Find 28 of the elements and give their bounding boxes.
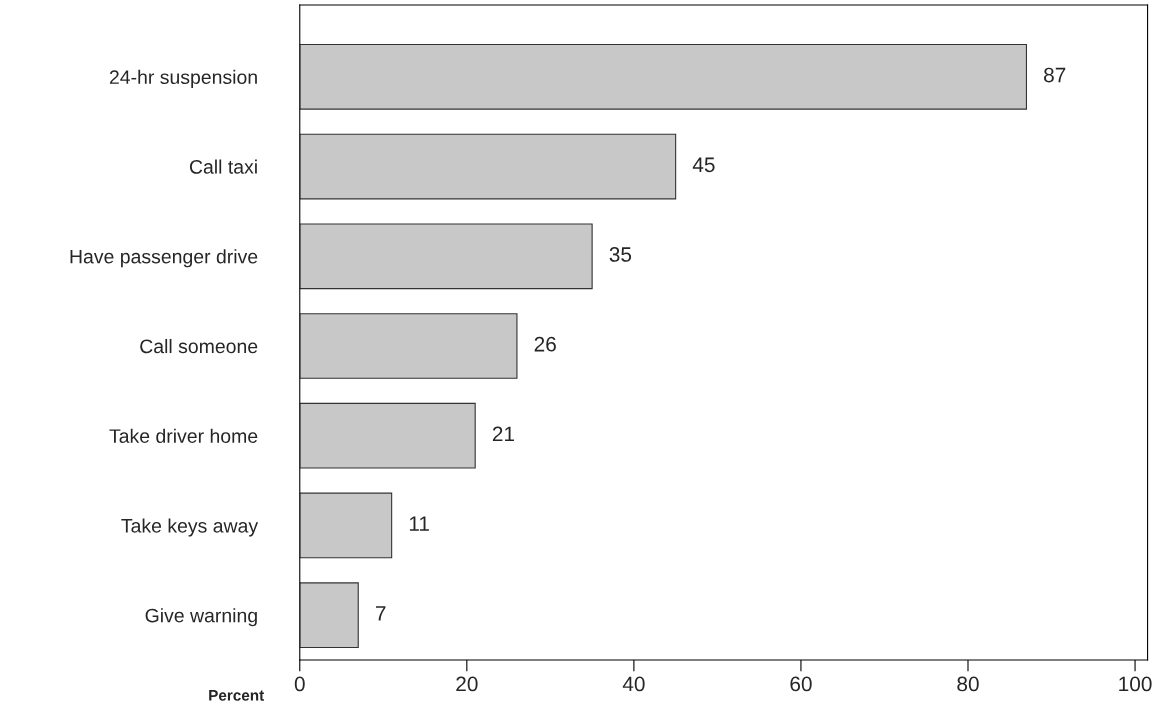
y-tick-label: Give warning xyxy=(145,608,257,627)
y-tick-label: Take keys away xyxy=(121,518,259,537)
data-label: 21 xyxy=(492,426,515,442)
data-label: 45 xyxy=(692,157,715,173)
bar xyxy=(299,133,677,200)
x-axis-title: Percent xyxy=(209,690,265,701)
y-tick-label: Call taxi xyxy=(189,159,257,174)
data-label: 26 xyxy=(534,336,556,352)
bar xyxy=(299,402,476,469)
x-tick-label: 20 xyxy=(456,676,478,692)
bar xyxy=(299,313,518,379)
y-tick-label: Have passenger drive xyxy=(70,249,258,268)
y-tick-label: Call someone xyxy=(140,338,258,354)
x-tick-label: 100 xyxy=(1119,676,1152,692)
bar xyxy=(299,582,359,649)
x-tick-label: 80 xyxy=(957,676,979,692)
bar xyxy=(299,223,593,290)
bar xyxy=(299,492,393,559)
y-tick-label: Take driver home xyxy=(109,428,258,443)
x-tick-label: 0 xyxy=(294,676,305,692)
data-label: 7 xyxy=(375,606,386,621)
y-tick-label: 24-hr suspension xyxy=(109,69,257,88)
x-tick-label: 40 xyxy=(622,676,645,692)
bar xyxy=(299,43,1028,110)
x-tick-label: 60 xyxy=(790,676,812,692)
data-label: 35 xyxy=(609,247,632,262)
data-label: 87 xyxy=(1044,67,1066,83)
data-label: 11 xyxy=(409,516,429,531)
